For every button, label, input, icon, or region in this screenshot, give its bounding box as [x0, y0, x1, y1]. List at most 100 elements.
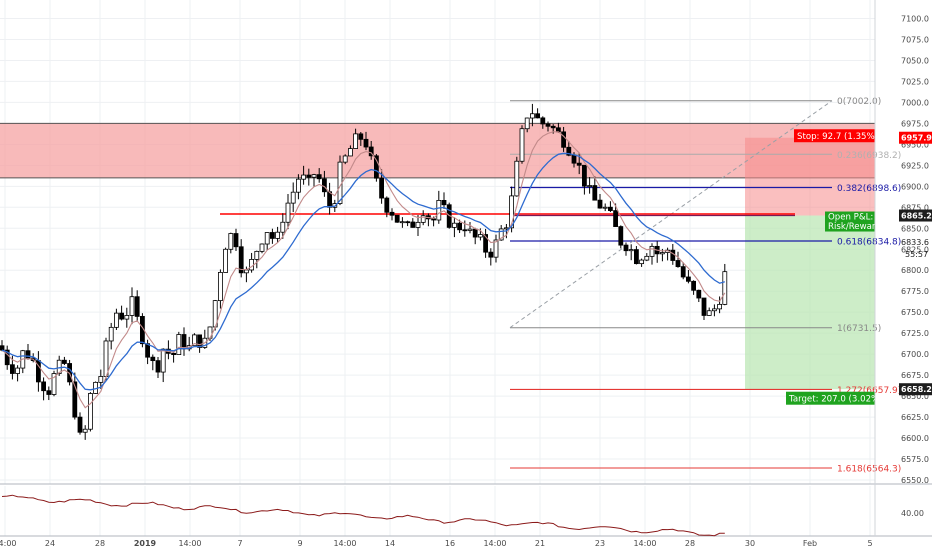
indicator-line	[1, 494, 725, 537]
candle-body	[56, 359, 62, 374]
candle-body	[519, 128, 525, 162]
time-tick-label: 14:00	[178, 539, 201, 548]
price-tick-label: 6975.0	[901, 119, 929, 128]
candle-body	[691, 280, 696, 291]
time-tick-label: 7	[237, 539, 242, 548]
candle-body	[530, 113, 535, 119]
candle-body	[306, 174, 312, 178]
candle-body	[62, 359, 67, 364]
candle-body	[498, 228, 504, 241]
candle-body	[176, 334, 182, 356]
fib-level-label: 0(7002.0)	[837, 97, 881, 107]
price-tick-label: 6775.0	[901, 287, 929, 296]
time-axis[interactable]: 14:00 24 28 2019 14:00 7 9 14:00 14 16 14:00 21 23 14…	[0, 539, 873, 548]
candle-body	[363, 138, 369, 148]
time-tick-label: 16	[445, 539, 455, 548]
candle-body	[171, 352, 177, 356]
candle-body	[124, 315, 130, 320]
candle-body	[431, 218, 437, 221]
candle-body	[238, 246, 244, 274]
candle-body	[160, 348, 166, 373]
candle-body	[712, 308, 717, 312]
candle-body	[82, 428, 88, 433]
candle-body	[503, 227, 509, 230]
candle-body	[25, 350, 31, 359]
candle-body	[259, 243, 265, 252]
time-tick-label: 28	[95, 539, 105, 548]
candle-body	[540, 117, 546, 125]
candle-body	[321, 178, 327, 193]
candle-body	[592, 185, 598, 201]
candle-body	[576, 162, 582, 166]
candle-body	[389, 211, 395, 216]
price-tick-label: 6925.0	[901, 161, 929, 170]
fib-level-label: 1(6731.5)	[837, 324, 881, 334]
fib-level-label: 1.272(6657.9)	[837, 386, 901, 396]
price-axis[interactable]: 7100.0 7075.0 7050.0 7025.0 7000.0 6975.0 6950…	[874, 0, 932, 536]
candle-body	[509, 195, 515, 229]
candle-body	[145, 343, 151, 358]
time-tick-label: Feb	[803, 539, 817, 548]
price-tick-label: 7000.0	[901, 98, 929, 107]
candle-body	[217, 272, 223, 302]
pnl-label: Open P&L: 31.6, Qt	[828, 213, 911, 223]
candle-body	[9, 364, 15, 374]
price-badge-bg	[899, 209, 932, 222]
candle-body	[634, 249, 639, 265]
candle-body	[410, 221, 416, 228]
candle-body	[77, 416, 83, 433]
candle-body	[441, 200, 447, 206]
price-tick-label: 6550.0	[901, 476, 929, 485]
price-badge: 6957.9	[901, 134, 932, 143]
price-tick-label: 7025.0	[901, 77, 929, 86]
price-tick-label: 6650.0	[901, 392, 929, 401]
pnl-label-bg	[825, 211, 875, 232]
moving-average-fast	[1, 131, 726, 409]
price-tick-label: 6600.0	[901, 434, 929, 443]
candle-body	[571, 154, 577, 164]
candle-body	[415, 221, 421, 228]
price-tick-label: 6875.0	[901, 203, 929, 212]
countdown-label: 55:57	[905, 250, 928, 259]
time-tick-label: 14:00	[333, 539, 356, 548]
candle-body	[436, 200, 442, 221]
candle-body	[566, 146, 572, 156]
horizontal-lines[interactable]: 1.618(6564.3)	[220, 213, 901, 475]
candle-body	[228, 233, 234, 250]
position-labels[interactable]: Stop: 92.7 (1.35%) 927, Am Open P&L: 31.6…	[786, 129, 919, 405]
candle-body	[301, 174, 307, 180]
time-tick-label: 14	[385, 539, 395, 548]
price-badge-bg	[899, 131, 932, 144]
candle-body	[623, 244, 629, 252]
price-badge-bg	[899, 383, 932, 396]
current-price-label: 6833.6	[901, 238, 929, 247]
candle-body	[628, 249, 634, 252]
candle-body	[15, 367, 21, 374]
price-tick-label: 6800.0	[901, 266, 929, 275]
candle-body	[696, 289, 702, 299]
candle-body	[394, 214, 400, 223]
candle-body	[399, 221, 405, 224]
candle-body	[618, 226, 624, 246]
candle-body	[311, 174, 317, 178]
price-badge: 6865.2	[901, 212, 932, 221]
candle-body	[660, 252, 665, 255]
candle-body	[103, 340, 109, 377]
candle-body	[608, 206, 613, 211]
candle-body	[613, 210, 618, 227]
price-tick-label: 6700.0	[901, 350, 929, 359]
candle-body	[290, 191, 296, 204]
candle-body	[223, 248, 229, 273]
candle-body	[649, 245, 655, 257]
price-tick-label: 6750.0	[901, 308, 929, 317]
price-tick-label: 7075.0	[901, 35, 929, 44]
candle-body	[686, 276, 691, 282]
fib-level-label: 0.236(6938.2)	[837, 151, 901, 161]
fib-level-label: 0.382(6898.6)	[837, 184, 901, 194]
candle-body	[342, 155, 348, 163]
price-tick-label: 6825.0	[901, 245, 929, 254]
candle-body	[181, 334, 187, 350]
time-tick-label: 14:00	[633, 539, 656, 548]
time-tick-label: 14:00	[0, 539, 17, 548]
